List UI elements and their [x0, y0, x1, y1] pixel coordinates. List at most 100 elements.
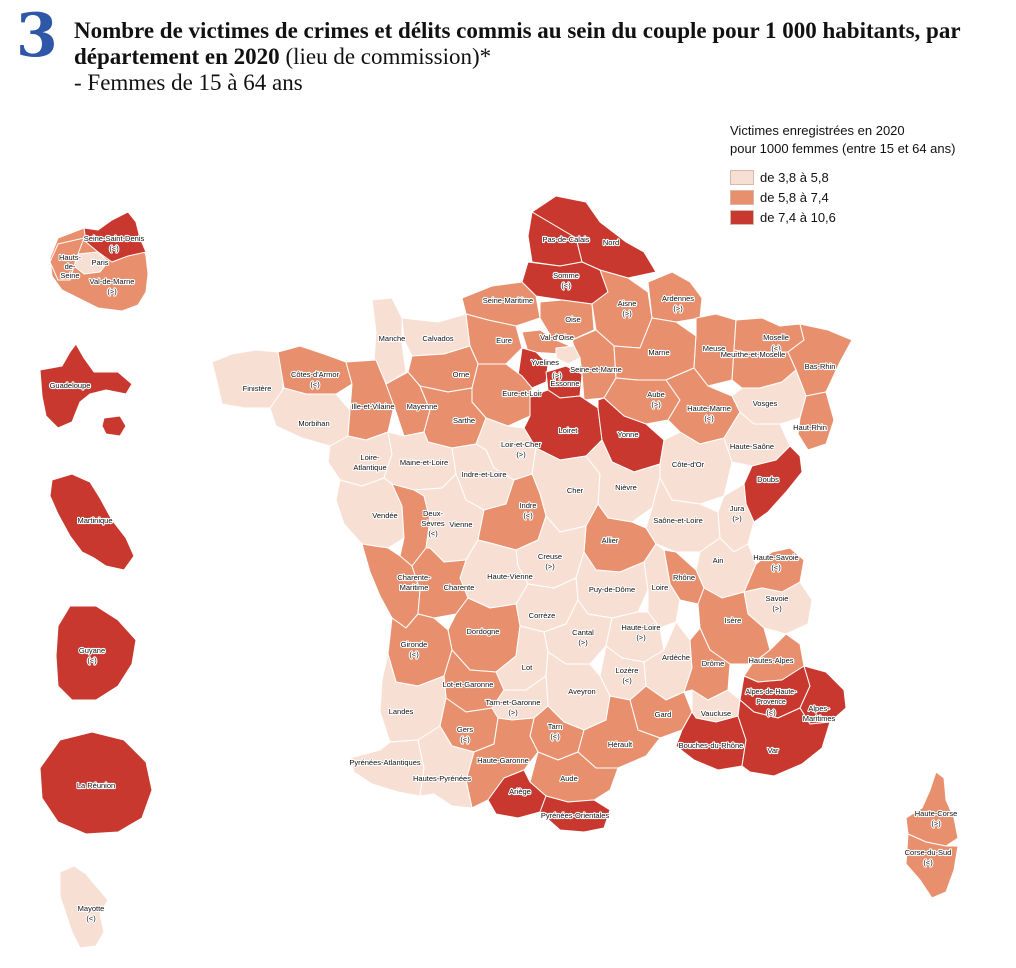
- label-yonne: Yonne: [618, 430, 639, 439]
- label-aude: Aude: [560, 774, 578, 783]
- region-loire: [643, 543, 681, 629]
- label-vaucluse: Vaucluse: [701, 709, 731, 718]
- label-nievre: Nièvre: [615, 483, 637, 492]
- label-corse-du-sud-mark: (<): [923, 858, 933, 867]
- region-guadeloupe: [39, 343, 133, 429]
- legend-row-low: de 3,8 à 5,8: [730, 168, 955, 186]
- label-tarn-et-garonne: Tarn-et-Garonne: [485, 698, 540, 707]
- label-gironde-mark: (<): [409, 650, 419, 659]
- label-herault: Hérault: [608, 740, 633, 749]
- label-seine-et-marne: Seine-et-Marne: [570, 365, 622, 374]
- label-manche: Manche: [379, 334, 406, 343]
- label-somme-mark: (<): [561, 281, 571, 290]
- label-reunion: La Réunion: [77, 781, 115, 790]
- label-moselle: Moselle: [763, 333, 789, 342]
- figure-number: 3: [16, 1, 58, 71]
- label-guyane: Guyane: [79, 646, 105, 655]
- label-ille-et-vilaine: Ille-et-Vilaine: [351, 402, 394, 411]
- label-lozere-mark: (<): [622, 676, 632, 685]
- label-creuse: Creuse: [538, 552, 562, 561]
- label-lozere: Lozère: [616, 666, 639, 675]
- label-loire-atlantique-2: Atlantique: [353, 463, 386, 472]
- label-creuse-mark: (>): [545, 562, 555, 571]
- label-ardeche: Ardèche: [662, 653, 690, 662]
- region-hautes-pyrenees: [417, 725, 475, 809]
- label-calvados: Calvados: [422, 334, 454, 343]
- title-subtitle: - Femmes de 15 à 64 ans: [74, 70, 303, 95]
- label-marne: Marne: [648, 348, 669, 357]
- label-hautes-alpes: Hautes-Alpes: [748, 656, 793, 665]
- legend-title-2: pour 1000 femmes (entre 15 et 64 ans): [730, 141, 956, 156]
- label-loire-atlantique-1: Loire-: [360, 453, 380, 462]
- label-hauts-de-seine-2: de-: [65, 262, 76, 271]
- label-alpes-de-haute-provence-mark: (<): [766, 708, 776, 717]
- label-indre: Indre: [519, 501, 536, 510]
- legend-label-high: de 7,4 à 10,6: [760, 209, 836, 225]
- label-somme: Somme: [553, 271, 579, 280]
- label-cotes-d-armor: Côtes-d'Armor: [291, 370, 340, 379]
- label-pas-de-calais: Pas-de-Calais: [542, 235, 589, 244]
- label-haute-vienne: Haute-Vienne: [487, 572, 533, 581]
- label-mayotte-mark: (<): [86, 914, 96, 923]
- region-mayotte: [59, 865, 109, 949]
- label-pyrenees-orientales: Pyrénées-Orientales: [541, 811, 610, 820]
- legend-row-high: de 7,4 à 10,6: [730, 208, 955, 226]
- region-haut-rhin: [797, 391, 835, 451]
- region-reunion: [39, 731, 153, 835]
- label-alpes-de-haute-provence-1: Alpes-de-Haute-: [746, 689, 798, 696]
- label-alpes-maritimes-2: Maritimes: [803, 714, 836, 723]
- legend-label-low: de 3,8 à 5,8: [760, 169, 829, 185]
- region-martinique: [49, 473, 135, 571]
- legend-swatch-high: [730, 209, 754, 225]
- label-gard: Gard: [655, 710, 672, 719]
- label-indre-et-loire: Indre-et-Loire: [461, 470, 506, 479]
- legend: Victimes enregistrées en 2020 pour 1000 …: [730, 122, 955, 226]
- region-pyrenees-atlantiques: [349, 739, 425, 797]
- label-aisne-mark: (>): [622, 309, 632, 318]
- label-indre-mark: (<): [523, 511, 533, 520]
- label-loir-et-cher: Loir-et-Cher: [501, 440, 542, 449]
- label-charente-maritime-1: Charente-: [397, 573, 431, 582]
- label-val-d-oise: Val-d'Oise: [540, 333, 574, 342]
- label-oise: Oise: [565, 315, 580, 324]
- label-tarn: Tarn: [548, 722, 563, 731]
- label-haute-marne: Haute-Marne: [687, 404, 731, 413]
- label-layer: Nord Pas-de-Calais Somme (<) Seine-Marit…: [48, 233, 958, 924]
- label-haute-loire: Haute-Loire: [621, 623, 660, 632]
- label-martinique: Martinique: [77, 516, 112, 525]
- label-sarthe: Sarthe: [453, 416, 475, 425]
- label-cher: Cher: [567, 486, 584, 495]
- label-aisne: Aisne: [618, 299, 637, 308]
- label-savoie: Savoie: [766, 594, 789, 603]
- label-haute-garonne: Haute-Garonne: [477, 756, 529, 765]
- label-nord: Nord: [603, 238, 619, 247]
- label-vienne: Vienne: [449, 520, 472, 529]
- label-haute-corse-mark: (>): [931, 819, 941, 828]
- region-guadeloupe-islet: [101, 415, 127, 437]
- label-cantal-mark: (>): [578, 638, 588, 647]
- label-alpes-de-haute-provence-2: Provence: [756, 699, 786, 706]
- region-gironde: [387, 613, 453, 687]
- legend-swatch-mid: [730, 189, 754, 205]
- label-haute-loire-mark: (>): [636, 633, 646, 642]
- label-haute-corse: Haute-Corse: [915, 809, 958, 818]
- region-var: [737, 699, 831, 777]
- label-allier: Allier: [602, 536, 619, 545]
- label-val-de-marne: Val-de-Marne: [90, 277, 135, 286]
- label-finistere: Finistère: [243, 384, 272, 393]
- label-tarn-et-garonne-mark: (>): [508, 708, 518, 717]
- label-gers-mark: (<): [460, 735, 470, 744]
- label-ain: Ain: [713, 556, 724, 565]
- label-deux-sevres-mark: (<): [428, 529, 438, 538]
- label-guyane-mark: (<): [87, 656, 97, 665]
- label-bas-rhin: Bas-Rhin: [805, 362, 836, 371]
- label-haute-marne-mark: (<): [704, 414, 714, 423]
- label-gers: Gers: [457, 725, 474, 734]
- label-lot: Lot: [522, 663, 533, 672]
- label-vendee: Vendée: [372, 511, 397, 520]
- label-aube-mark: (>): [651, 400, 661, 409]
- label-guadeloupe: Guadeloupe: [50, 381, 91, 390]
- label-correze: Corrèze: [529, 611, 556, 620]
- label-ardennes-mark: (>): [673, 304, 683, 313]
